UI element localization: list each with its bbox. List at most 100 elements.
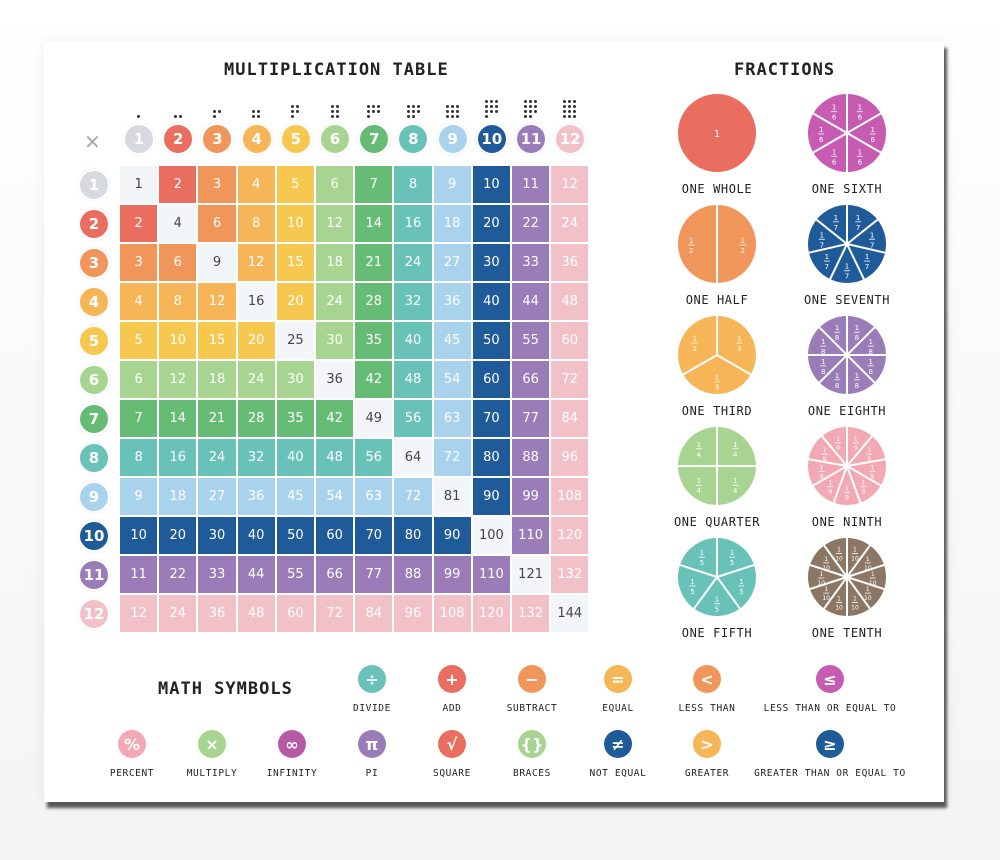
row-header-11: 11	[78, 559, 110, 591]
dot	[137, 115, 141, 118]
svg-text:6: 6	[871, 136, 876, 144]
table-cell: 10	[275, 204, 315, 243]
svg-text:1: 1	[733, 477, 737, 485]
svg-text:1: 1	[832, 104, 836, 112]
count-dots-2	[173, 115, 182, 118]
symbol-multiply: × MULTIPLY	[132, 730, 292, 779]
table-cell: 9	[119, 477, 159, 516]
table-cell: 108	[432, 594, 472, 633]
table-cell: 30	[471, 243, 511, 282]
dot	[335, 110, 339, 113]
table-cell: 7	[354, 165, 394, 204]
table-cell: 40	[275, 438, 315, 477]
svg-text:6: 6	[858, 114, 863, 122]
fraction-label: 15	[698, 549, 705, 567]
svg-text:9: 9	[829, 489, 833, 496]
row-header-9: 9	[78, 481, 110, 513]
column-header-3: 3	[201, 123, 234, 155]
table-cell: 110	[471, 555, 511, 594]
svg-text:1: 1	[832, 148, 836, 156]
fraction-label: 19	[818, 464, 825, 480]
table-cell: 60	[315, 516, 355, 555]
symbol-label: SQUARE	[433, 768, 471, 779]
svg-text:8: 8	[855, 382, 859, 390]
fraction-name: ONE THIRD	[681, 404, 753, 418]
dot	[291, 115, 295, 118]
fraction-label: 17	[855, 214, 862, 232]
svg-text:1: 1	[819, 571, 823, 578]
fraction-one-half: 1 2 1 2 ONE HALF	[662, 203, 772, 307]
table-cell: 110	[511, 516, 551, 555]
table-cell: 100	[471, 516, 511, 555]
fraction-label: 15	[689, 578, 696, 596]
column-header-7: 7	[358, 123, 391, 155]
fraction-one-sixth: 1 6 1 6 1 6 1 6 1 6 1 6 ONE SIXTH	[792, 92, 902, 196]
fraction-label: 16	[856, 148, 863, 166]
dot	[178, 115, 182, 118]
svg-text:1: 1	[715, 596, 719, 604]
fraction-label: 14	[695, 477, 702, 495]
fraction-one-seventh: 1 7 1 7 1 7 1 7 1 7 1 7 1 7 ONE SEVENTH	[792, 203, 902, 307]
dot	[367, 115, 371, 118]
row-header-3: 3	[78, 247, 110, 279]
fraction-label: 110	[835, 595, 843, 611]
symbol-label: DIVIDE	[353, 703, 391, 714]
symbol-greater-icon: >	[693, 730, 721, 758]
table-cell: 8	[158, 282, 198, 321]
table-cell: 12	[236, 243, 276, 282]
symbol-label: ADD	[442, 703, 462, 714]
count-dots-5	[291, 105, 300, 118]
fraction-label: 18	[853, 324, 860, 342]
dot	[563, 115, 567, 118]
symbol-label: BRACES	[513, 768, 551, 779]
svg-text:9: 9	[836, 445, 840, 452]
dot	[377, 110, 381, 113]
svg-text:7: 7	[865, 263, 869, 271]
fraction-one-quarter: 1 4 1 4 1 4 1 4 ONE QUARTER	[662, 425, 772, 529]
column-header-11: 11	[515, 123, 547, 155]
poster: MULTIPLICATION TABLE FRACTIONS MATH SYMB…	[44, 42, 944, 802]
svg-text:1: 1	[825, 253, 829, 261]
fraction-one-third: 1 3 1 3 1 3 ONE THIRD	[662, 314, 772, 418]
row-header-4: 4	[78, 286, 110, 318]
dot	[330, 110, 334, 113]
svg-text:7: 7	[845, 273, 849, 281]
fraction-label: 16	[818, 126, 825, 144]
dot	[484, 105, 488, 108]
symbol-braces-icon: {}	[518, 730, 546, 758]
svg-text:4: 4	[733, 451, 738, 459]
svg-text:1: 1	[820, 464, 824, 471]
table-cell: 30	[275, 360, 315, 399]
row-header-8: 8	[78, 442, 110, 474]
fraction-label: 17	[844, 263, 850, 281]
table-cell: 80	[393, 516, 433, 555]
symbol-pi-icon: π	[358, 730, 386, 758]
dot	[291, 110, 295, 113]
table-cell: 6	[315, 165, 355, 204]
table-cell: 1	[119, 165, 159, 204]
fraction-label: 110	[822, 556, 830, 572]
table-cell: 50	[275, 516, 315, 555]
table-cell: 21	[354, 243, 394, 282]
svg-text:1: 1	[866, 556, 870, 563]
table-cell: 144	[550, 594, 590, 633]
symbol-infinity: ∞ INFINITY	[212, 730, 372, 779]
svg-text:10: 10	[822, 565, 830, 572]
fraction-label: 14	[732, 441, 739, 459]
count-dots-1	[137, 115, 141, 118]
table-cell: 36	[315, 360, 355, 399]
dot	[335, 115, 339, 118]
svg-text:8: 8	[821, 348, 825, 356]
dot	[416, 105, 420, 108]
svg-text:1: 1	[741, 237, 745, 245]
dot	[450, 115, 454, 118]
table-cell: 40	[393, 321, 433, 360]
dot	[367, 105, 371, 108]
column-header-2: 2	[162, 123, 195, 155]
svg-text:4: 4	[697, 451, 702, 459]
svg-text:1: 1	[836, 436, 840, 443]
svg-text:10: 10	[851, 604, 859, 611]
fraction-label: 16	[856, 104, 863, 122]
